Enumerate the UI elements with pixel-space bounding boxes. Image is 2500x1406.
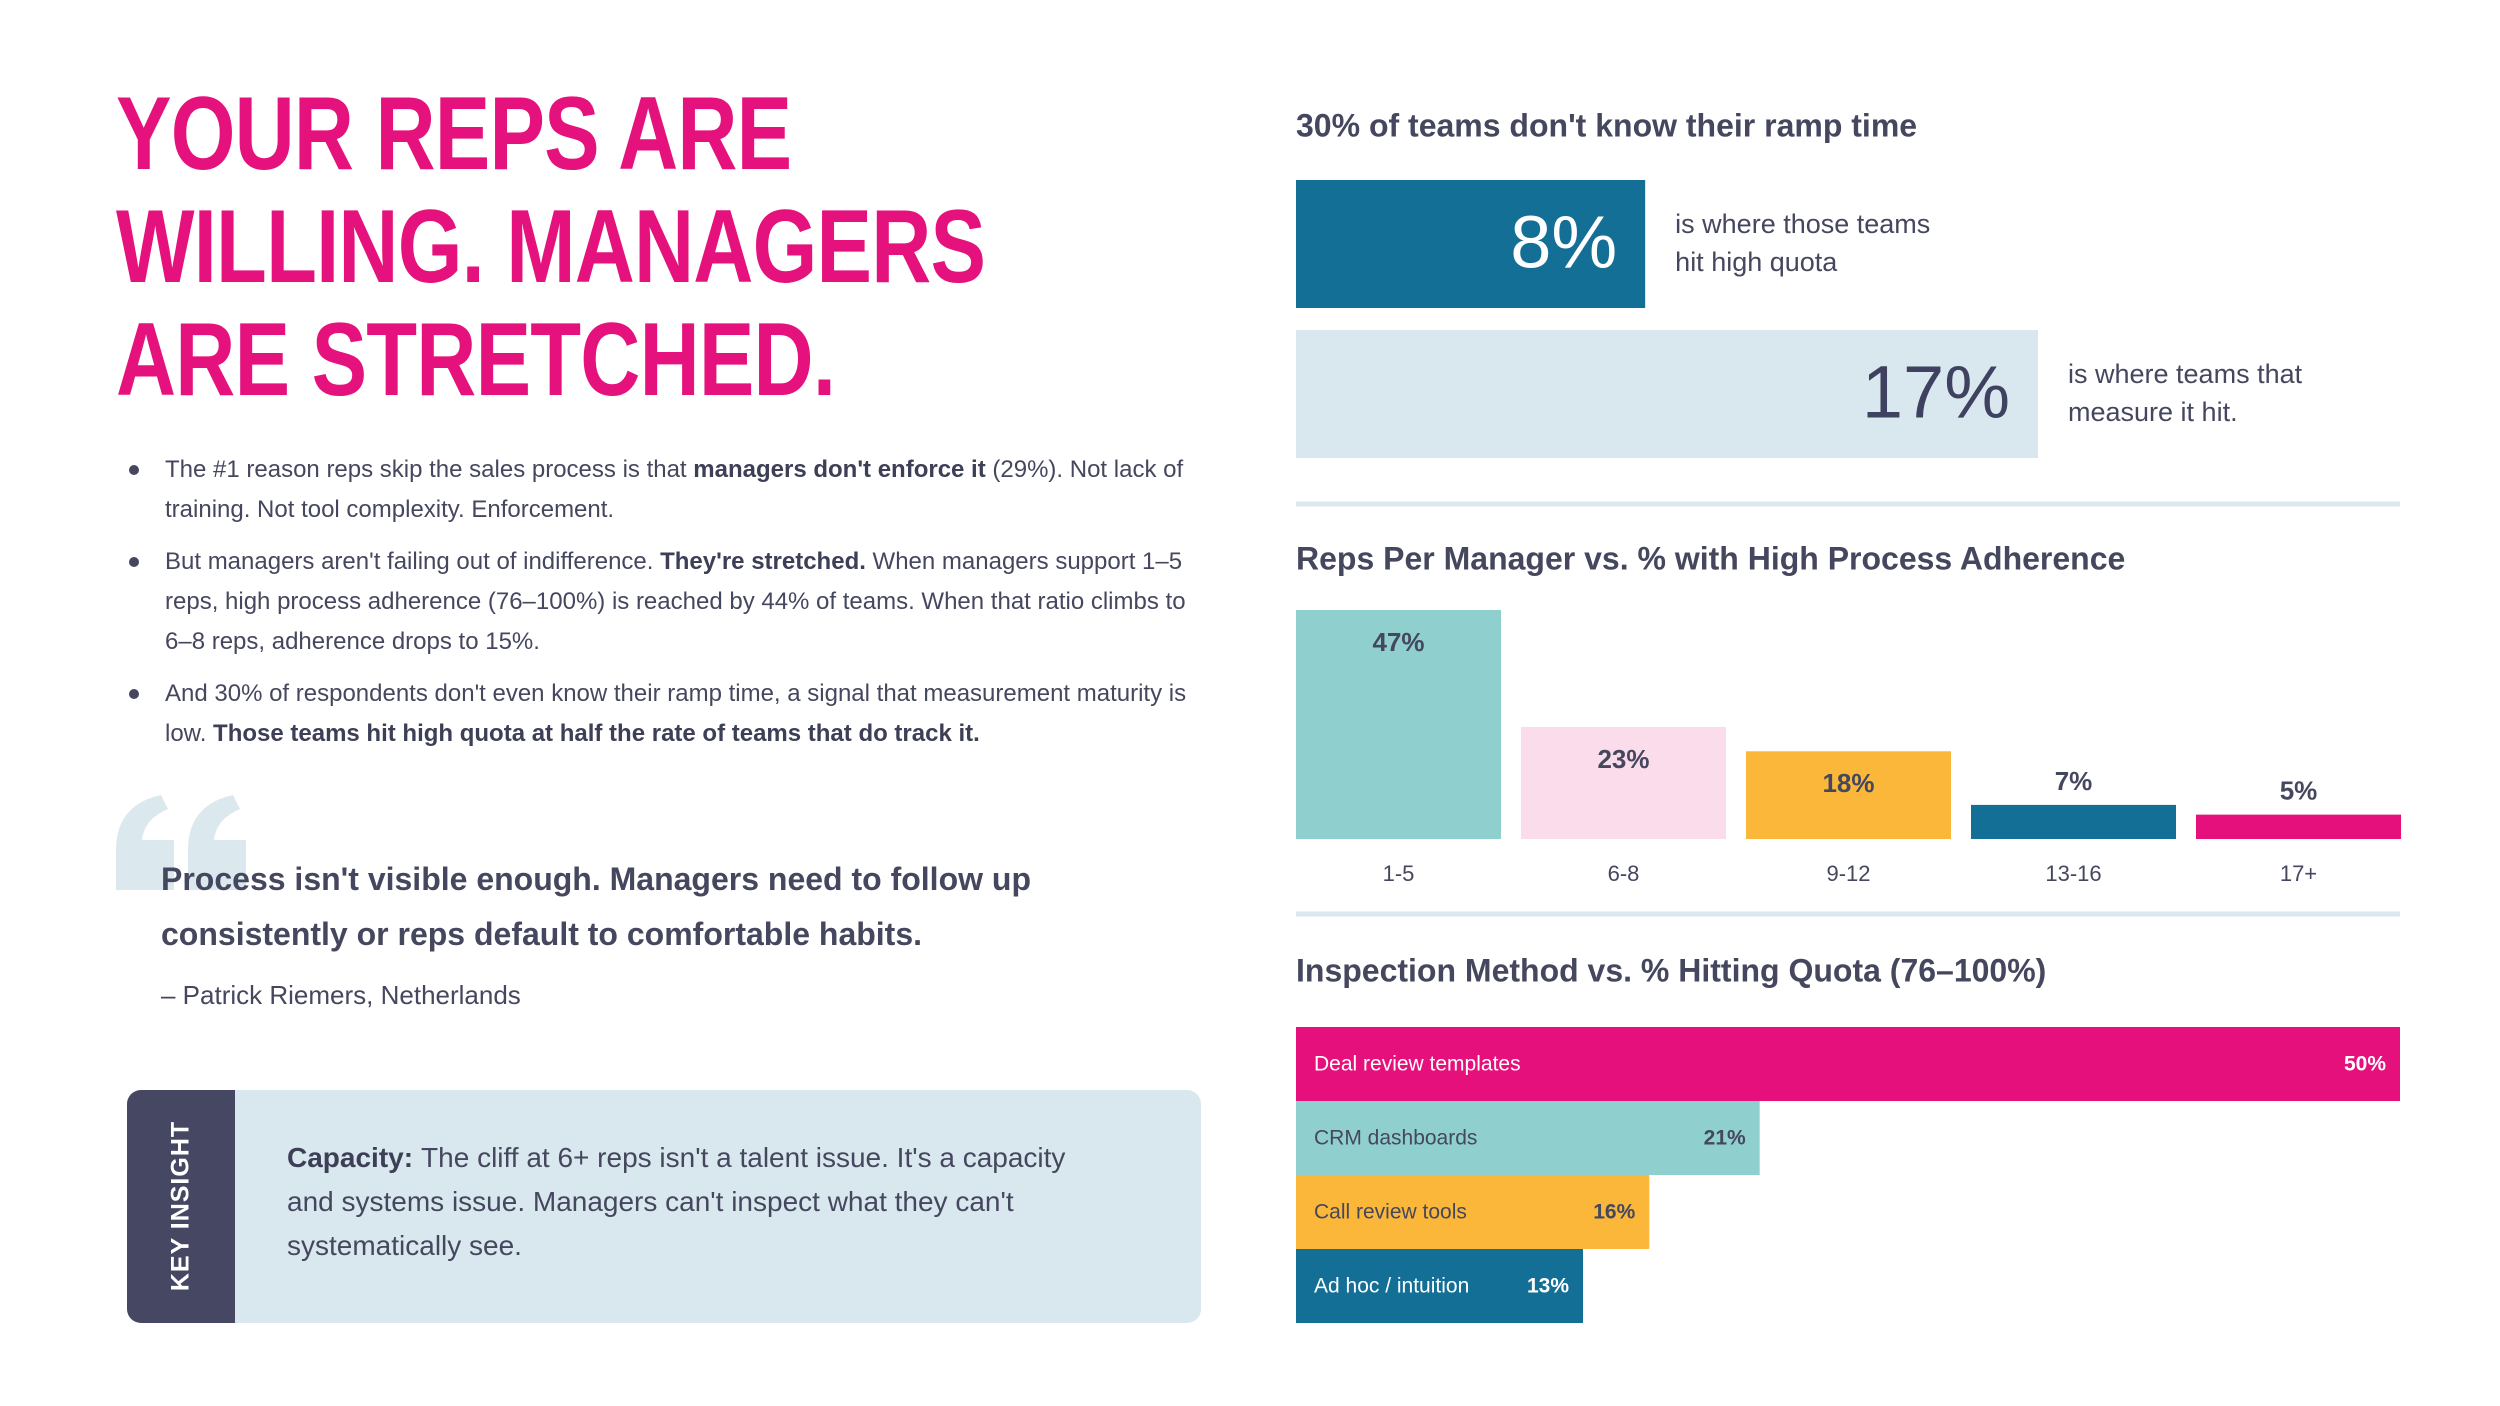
ramp-value-label: 17% (1862, 351, 2010, 434)
bar (1296, 1175, 1650, 1249)
ramp-value-label: 8% (1510, 201, 1617, 284)
bold-text: Those teams hit high quota at half the r… (213, 720, 980, 747)
ramp-bar (1296, 330, 2038, 458)
ramp-caption: is where those teams (1675, 209, 1930, 239)
quote-text: Process isn't visible enough. Managers n… (161, 861, 1031, 952)
title-line: WILLING. MANAGERS (116, 189, 986, 305)
title-line: YOUR REPS ARE (116, 76, 792, 192)
bar-value-label: 5% (2280, 776, 2318, 806)
bar-category-label: Deal review templates (1314, 1053, 1521, 1076)
text: And 30% of respondents don't even know t… (165, 680, 1187, 747)
bar (1296, 1249, 1584, 1323)
text: When managers support 1–5 reps, high pro… (165, 548, 1186, 655)
insight-tag: KEY INSIGHT (127, 1090, 235, 1323)
bullet: The #1 reason reps skip the sales proces… (129, 450, 1189, 530)
bar-category-label: Ad hoc / intuition (1314, 1275, 1469, 1298)
bar (1296, 610, 1501, 839)
ramp-bar (1296, 180, 1646, 308)
ramp-caption: measure it hit. (2068, 397, 2238, 427)
bar-value-label: 16% (1593, 1201, 1635, 1224)
bar-category-label: CRM dashboards (1314, 1127, 1477, 1150)
bar-value-label: 7% (2055, 766, 2093, 796)
bar (1296, 1027, 2400, 1101)
chart-title: Inspection Method vs. % Hitting Quota (7… (1296, 952, 2046, 988)
bar (1296, 1101, 1760, 1175)
bullet-dot (129, 557, 139, 567)
bold-text: managers don't enforce it (693, 456, 986, 483)
bullet: And 30% of respondents don't even know t… (129, 674, 1189, 754)
text: But managers aren't failing out of indif… (165, 548, 661, 575)
bar-value-label: 47% (1372, 627, 1424, 657)
x-tick-label: 17+ (2280, 861, 2317, 886)
insight-lead: Capacity: (287, 1142, 414, 1173)
x-tick-label: 9-12 (1826, 861, 1870, 886)
bar-value-label: 23% (1597, 744, 1649, 774)
bullet: But managers aren't failing out of indif… (129, 542, 1189, 662)
title-line: ARE STRETCHED. (116, 302, 836, 418)
chart-title: 30% of teams don't know their ramp time (1296, 107, 1917, 143)
insight-text: The cliff at 6+ reps isn't a talent issu… (287, 1142, 1066, 1261)
bar (1521, 726, 1726, 839)
bar (1971, 804, 2176, 839)
ramp-caption: is where teams that (2068, 359, 2303, 389)
bar-value-label: 13% (1527, 1275, 1569, 1298)
bullet-list: The #1 reason reps skip the sales proces… (129, 450, 1189, 766)
bar (2196, 814, 2401, 839)
title: YOUR REPS ARE WILLING. MANAGERS ARE STRE… (116, 76, 986, 418)
insight-body: Capacity: The cliff at 6+ reps isn't a ta… (287, 1136, 1107, 1268)
bold-text: They're stretched. (660, 548, 866, 575)
x-tick-label: 13-16 (2045, 861, 2101, 886)
insight-box: KEY INSIGHT Capacity: The cliff at 6+ rep… (127, 1090, 1201, 1323)
text: (29%). Not lack of training. Not tool co… (165, 456, 1184, 523)
bar-category-label: Call review tools (1314, 1201, 1467, 1224)
chart-title: Reps Per Manager vs. % with High Process… (1296, 540, 2125, 576)
x-tick-label: 6-8 (1608, 861, 1640, 886)
bar-value-label: 50% (2344, 1053, 2386, 1076)
x-tick-label: 1-5 (1383, 861, 1415, 886)
quote-mark (116, 795, 246, 890)
quote-attribution: – Patrick Riemers, Netherlands (161, 980, 521, 1010)
ramp-caption: hit high quota (1675, 247, 1838, 277)
bar (1746, 751, 1951, 839)
bar-value-label: 21% (1704, 1127, 1746, 1150)
text: The #1 reason reps skip the sales proces… (165, 456, 694, 483)
bar-value-label: 18% (1822, 768, 1874, 798)
bullet-dot (129, 465, 139, 475)
bullet-dot (129, 689, 139, 699)
